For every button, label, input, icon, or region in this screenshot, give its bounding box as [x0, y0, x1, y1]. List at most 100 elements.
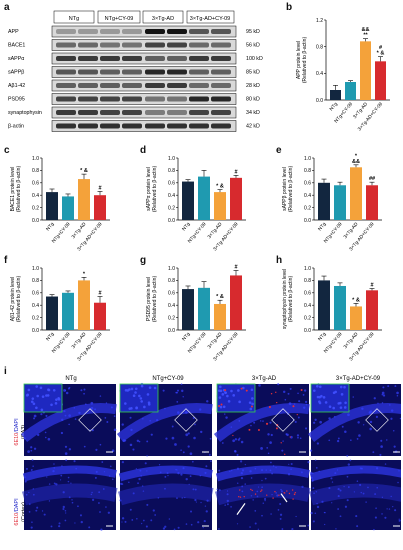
x-tick-label: NTg	[45, 331, 56, 342]
blot-band	[211, 29, 231, 34]
significance-label: * &	[216, 294, 224, 300]
y-tick-label: 0.4	[32, 303, 39, 309]
blot-protein-label: APP	[8, 29, 19, 35]
blot-kd-label: 34 kD	[246, 110, 260, 116]
y-tick-label: 0.0	[168, 328, 175, 334]
blot-band	[167, 29, 187, 34]
bar	[330, 90, 341, 100]
svg-text:6E10/DAPI: 6E10/DAPI	[14, 418, 20, 446]
blot-band	[122, 42, 142, 48]
micrograph-ca3	[307, 383, 401, 457]
panel-label-g: g	[140, 255, 147, 266]
blot-strip	[51, 52, 237, 65]
blot-row: APP 95 kD	[8, 25, 260, 38]
y-tick-label: 1.2	[316, 18, 323, 24]
y-tick-label: 0.4	[316, 71, 323, 77]
bar	[78, 280, 90, 330]
y-tick-label: 0.8	[304, 278, 311, 284]
blot-kd-label: 100 kD	[246, 56, 263, 62]
y-tick-label: 0.0	[32, 218, 39, 224]
blot-band	[211, 96, 231, 102]
western-blot-panel: NTg NTg+CY-09 3×Tg-AD 3×Tg-AD+CY-09 APP 9…	[8, 10, 263, 132]
blot-band	[122, 83, 142, 88]
panel-label-h: h	[276, 255, 283, 266]
bar	[350, 167, 362, 220]
blot-band	[145, 123, 165, 129]
blot-kd-label: 28 kD	[246, 83, 260, 89]
arrow-icon	[280, 493, 288, 503]
significance-label: #	[234, 264, 237, 270]
blot-band	[145, 42, 165, 48]
micrograph-ca3	[213, 383, 310, 456]
blot-row: sAPPβ 85 kD	[8, 66, 260, 78]
blot-group-label: NTg+CY-09	[105, 16, 134, 22]
blot-row: BACE1 56 kD	[8, 39, 260, 51]
bar	[214, 192, 226, 220]
blot-band	[100, 69, 120, 75]
blot-band	[56, 29, 76, 34]
blot-band	[100, 56, 120, 61]
bar	[350, 306, 362, 330]
blot-band	[189, 56, 209, 61]
y-tick-label: 0.4	[168, 193, 175, 199]
bar-chart-h: synaptophysin protein level(Relatived to…	[282, 266, 382, 362]
y-axis-label: BACE1 protein level(Relatived to β-actin…	[10, 166, 22, 213]
x-tick-label: 3×Tg-AD	[343, 331, 360, 350]
blot-band	[56, 56, 76, 61]
y-tick-label: 0.4	[304, 193, 311, 199]
stain-label: /DAPI	[14, 498, 20, 513]
blot-kd-label: 56 kD	[246, 43, 260, 49]
blot-strip	[51, 25, 237, 38]
blot-band	[145, 29, 165, 34]
significance-label: #	[234, 169, 237, 175]
blot-protein-label: Aβ1-42	[8, 83, 25, 89]
blot-band	[78, 110, 98, 115]
y-tick-label: 0.0	[316, 98, 323, 104]
blot-band	[167, 123, 187, 129]
blot-band	[211, 110, 231, 115]
x-tick-label: 3×Tg-AD	[71, 331, 88, 350]
y-tick-label: 0.8	[168, 278, 175, 284]
blot-band	[78, 83, 98, 88]
blot-kd-label: 85 kD	[246, 70, 260, 76]
blot-protein-label: synaptophysin	[8, 110, 42, 116]
roi-box	[271, 408, 295, 432]
y-tick-label: 0.0	[304, 328, 311, 334]
bar	[198, 176, 210, 220]
blot-band	[145, 96, 165, 102]
panel-label-f: f	[4, 255, 8, 266]
blot-band	[189, 69, 209, 75]
blot-band	[100, 96, 120, 102]
bar	[366, 290, 378, 330]
blot-protein-label: PSD95	[8, 97, 25, 103]
bar-chart-e: sAPPβ protein level(Relatived to β-actin…	[282, 153, 382, 252]
stain-label: /DAPI	[14, 418, 20, 433]
bar	[375, 61, 386, 100]
y-tick-label: 1.0	[32, 266, 39, 272]
inset-zoom	[216, 383, 256, 413]
bar	[62, 196, 74, 220]
y-tick-label: 0.6	[32, 181, 39, 187]
bar-chart-f: Aβ1-42 protein level(Relatived to β-acti…	[10, 266, 110, 362]
blot-band	[167, 96, 187, 102]
blot-group-labels: NTg NTg+CY-09 3×Tg-AD 3×Tg-AD+CY-09	[53, 10, 235, 24]
y-tick-label: 0.0	[304, 218, 311, 224]
bar	[230, 177, 242, 220]
significance-label: #	[379, 45, 382, 51]
panel-label-e: e	[276, 145, 282, 156]
blot-band	[122, 29, 142, 34]
bar	[214, 303, 226, 330]
blot-band	[145, 56, 165, 61]
significance-label: ##	[369, 176, 375, 182]
blot-group-label: 3×Tg-AD+CY-09	[190, 16, 230, 22]
blot-band	[211, 56, 231, 61]
arrow-icon	[236, 503, 246, 515]
y-tick-label: 0.6	[168, 181, 175, 187]
blot-band	[189, 83, 209, 88]
panel-label-i: i	[4, 366, 7, 377]
blot-protein-label: sAPPα	[8, 56, 24, 62]
marker-label: 6E10	[14, 433, 20, 446]
blot-group-label: NTg	[69, 16, 79, 22]
significance-label: * &	[216, 184, 224, 190]
blot-band	[100, 29, 120, 34]
